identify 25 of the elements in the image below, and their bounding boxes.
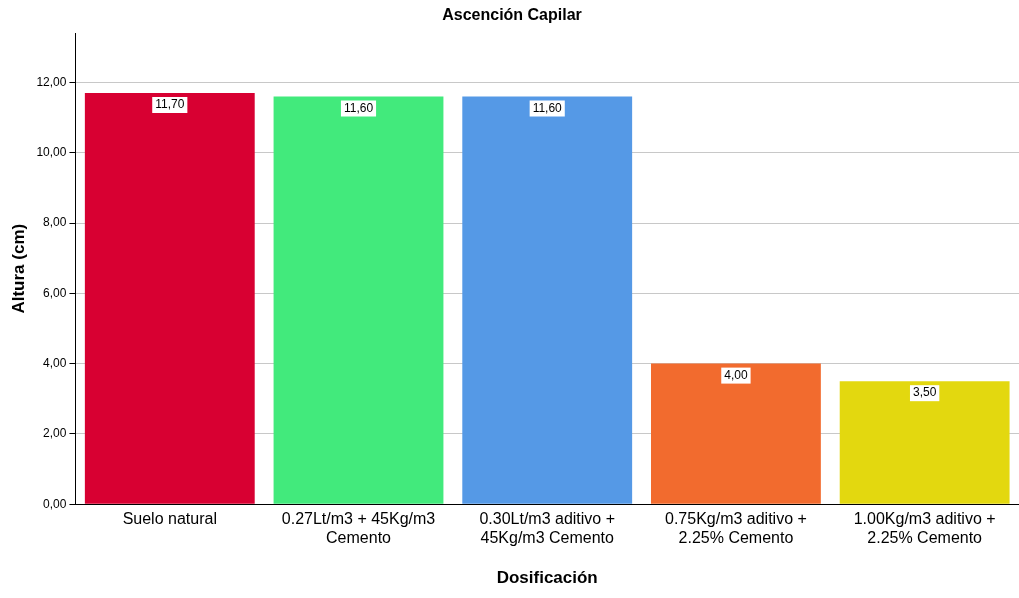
data-label: 11,70 bbox=[155, 97, 185, 112]
data-label: 11,60 bbox=[532, 100, 563, 115]
x-axis-title: Dosificación bbox=[496, 568, 598, 588]
x-tick-label: 0.30Lt/m3 aditivo + 45Kg/m3 Cemento bbox=[479, 510, 616, 547]
x-tick-label: Suelo natural bbox=[122, 510, 217, 528]
y-tick-label: 2,00 bbox=[43, 426, 67, 441]
bar bbox=[273, 96, 444, 504]
x-tick-label: 0.27Lt/m3 + 45Kg/m3 Cemento bbox=[281, 510, 436, 547]
x-tick-label: 0.75Kg/m3 aditivo + 2.25% Cemento bbox=[664, 510, 807, 547]
data-label: 11,60 bbox=[343, 100, 374, 115]
bar bbox=[839, 381, 1010, 504]
data-label: 3,50 bbox=[912, 385, 937, 400]
x-tick-label: 1.00Kg/m3 aditivo + 2.25% Cemento bbox=[853, 510, 996, 547]
chart-title: Ascención Capilar bbox=[442, 6, 582, 24]
y-tick-label: 12,00 bbox=[36, 74, 67, 89]
y-axis-title: Altura (cm) bbox=[8, 223, 28, 314]
bar bbox=[462, 96, 633, 504]
y-tick-label: 6,00 bbox=[43, 285, 67, 300]
y-tick-label: 10,00 bbox=[36, 145, 67, 160]
y-tick-label: 4,00 bbox=[43, 355, 67, 370]
y-tick-label: 8,00 bbox=[43, 215, 67, 230]
y-tick-label: 0,00 bbox=[43, 496, 67, 511]
bar bbox=[84, 92, 255, 504]
bar bbox=[651, 363, 821, 504]
data-label: 4,00 bbox=[724, 367, 748, 382]
